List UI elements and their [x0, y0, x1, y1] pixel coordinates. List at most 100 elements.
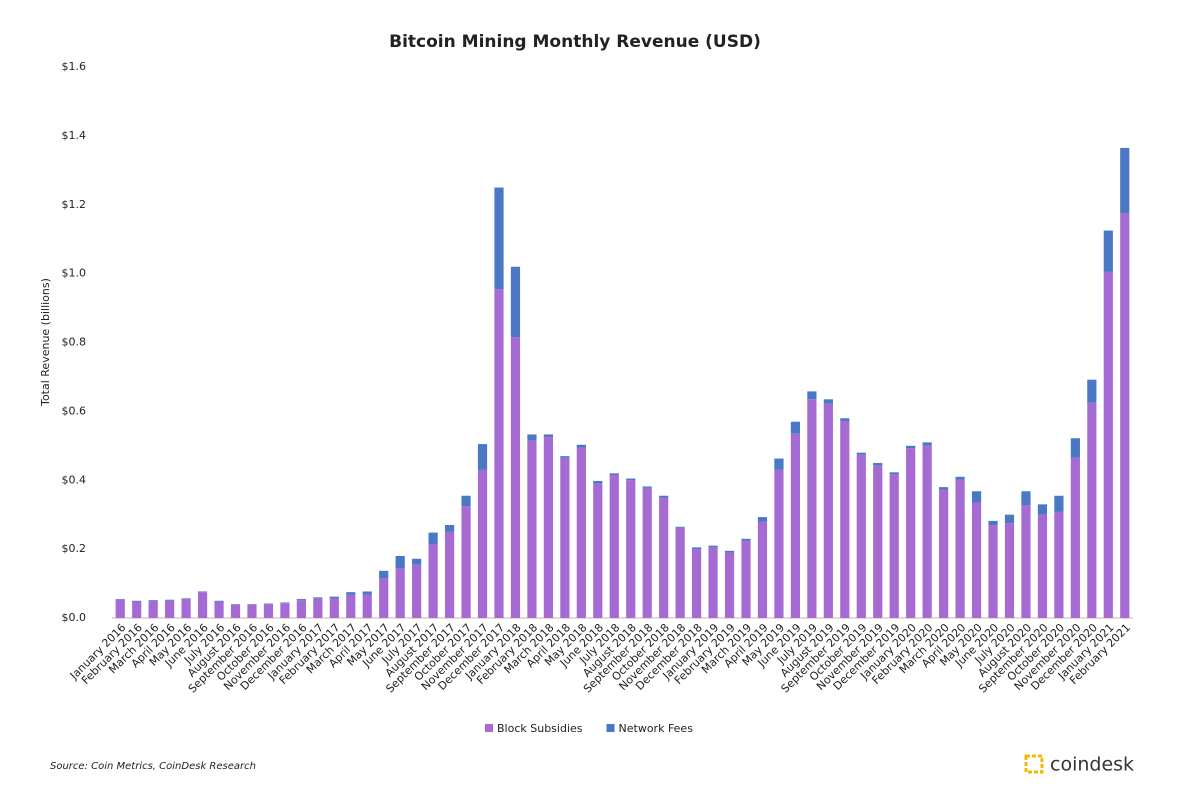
bar-segment	[708, 547, 718, 618]
bar-segment	[527, 440, 537, 618]
bar-segment	[955, 476, 965, 480]
bar-segment	[1004, 523, 1015, 618]
bar-segment	[165, 600, 175, 618]
bar-segment	[132, 601, 142, 618]
bar-segment	[626, 478, 636, 481]
y-tick-label: $1.6	[62, 60, 87, 73]
bar-segment	[593, 480, 603, 484]
bar-segment	[757, 521, 768, 618]
bar-segment	[263, 604, 274, 618]
bar-segment	[1070, 457, 1080, 618]
bar-segment	[955, 479, 965, 618]
bar-segment	[922, 445, 932, 618]
bar-segment	[115, 599, 125, 618]
y-tick-label: $0.0	[62, 611, 87, 624]
bar-segment	[741, 538, 751, 541]
bar-segment	[856, 454, 866, 618]
legend-swatch	[485, 724, 493, 732]
bar-segment	[988, 520, 998, 526]
bar-segment	[692, 549, 702, 618]
bar-segment	[757, 517, 768, 522]
bar-segment	[1120, 147, 1130, 214]
bar-segment	[675, 527, 685, 618]
bar-segment	[263, 603, 274, 605]
bar-segment	[510, 337, 521, 618]
bar-segment	[692, 547, 702, 550]
bar-segment	[1004, 514, 1015, 524]
bar-segment	[494, 289, 504, 618]
bar-segment	[889, 474, 899, 618]
bar-segment	[247, 604, 257, 605]
logo-icon	[1024, 754, 1044, 774]
bar-segment	[988, 525, 998, 618]
bar-segment	[642, 487, 652, 618]
logo: coindesk	[1024, 754, 1134, 776]
bar-segment	[593, 483, 603, 618]
bar-segment	[560, 457, 570, 618]
bar-segment	[461, 506, 471, 618]
bar-segment	[873, 463, 883, 466]
bar-segment	[609, 475, 619, 618]
bar-segment	[280, 603, 290, 618]
bar-segment	[313, 598, 323, 618]
bar-segment	[230, 604, 241, 605]
bar-segment	[148, 600, 158, 601]
bar-segment	[659, 497, 669, 618]
bar-segment	[543, 434, 553, 438]
bar-segment	[971, 491, 982, 503]
bar-segment	[609, 473, 619, 476]
bar-segment	[1103, 230, 1113, 272]
bar-segment	[165, 599, 175, 601]
bar-segment	[477, 469, 488, 618]
bar-segment	[807, 391, 817, 400]
bar-segment	[1054, 495, 1064, 512]
bar-segment	[971, 502, 982, 618]
bar-segment	[576, 447, 586, 618]
bar-segment	[115, 599, 125, 600]
bar-segment	[1037, 514, 1048, 618]
bar-segment	[856, 452, 866, 455]
bar-segment	[379, 578, 389, 618]
bar-segment	[1021, 505, 1031, 618]
bar-segment	[428, 543, 438, 618]
bar-segment	[412, 558, 422, 565]
bar-segment	[148, 600, 158, 618]
bar-segment	[675, 526, 685, 528]
bar-segment	[280, 602, 290, 604]
bar-segment	[543, 437, 553, 618]
logo-text: coindesk	[1050, 754, 1134, 776]
bar-segment	[444, 531, 455, 618]
bar-segment	[1070, 438, 1080, 458]
bar-segment	[527, 434, 537, 441]
bar-segment	[477, 444, 488, 470]
source: Source: Coin Metrics, CoinDesk Research	[50, 761, 256, 772]
chart-title: Bitcoin Mining Monthly Revenue (USD)	[389, 32, 761, 52]
y-tick-label: $0.6	[62, 404, 87, 417]
y-tick-label: $1.2	[62, 198, 87, 211]
bar-segment	[510, 266, 521, 338]
bar-segment	[889, 472, 899, 475]
bar-segment	[1037, 504, 1048, 515]
bar-segment	[395, 556, 405, 569]
bar-segment	[247, 604, 257, 618]
bar-segment	[840, 421, 850, 618]
bar-segment	[626, 480, 636, 618]
bar-segment	[230, 604, 241, 618]
bar-segment	[642, 486, 652, 488]
bar-segment	[428, 532, 438, 544]
bar-segment	[197, 591, 208, 593]
bar-segment	[1103, 271, 1113, 618]
bar-segment	[412, 564, 422, 618]
bar-segment	[362, 591, 372, 595]
bar-segment	[329, 596, 339, 599]
bar-segment	[774, 458, 784, 470]
bar-segment	[346, 592, 356, 595]
bar-segment	[873, 465, 883, 618]
bar-segment	[461, 495, 471, 507]
bar-segment	[1054, 511, 1064, 618]
bar-segment	[724, 552, 735, 618]
bar-segment	[346, 594, 356, 618]
bar-segment	[906, 445, 916, 449]
bar-segment	[922, 442, 932, 446]
